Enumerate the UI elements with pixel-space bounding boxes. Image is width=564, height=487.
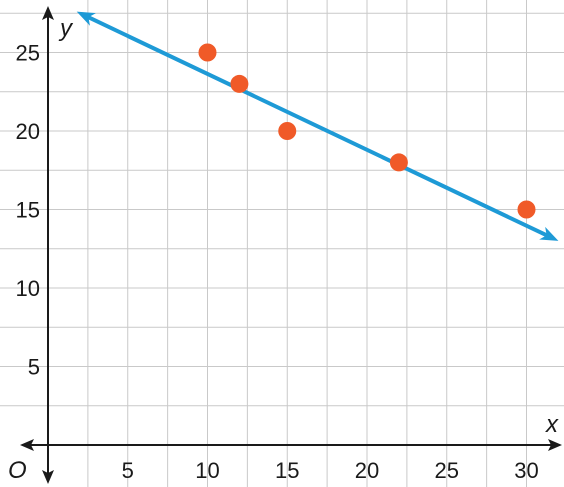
origin-label: O — [8, 457, 27, 484]
y-tick-label: 25 — [16, 41, 40, 66]
data-points — [198, 43, 536, 219]
data-point — [278, 122, 297, 140]
x-axis-label: x — [545, 411, 559, 438]
axes — [20, 6, 562, 484]
data-point — [230, 74, 249, 93]
y-axis-arrow-down — [42, 470, 54, 484]
x-tick-label: 20 — [355, 458, 379, 483]
trend-line — [83, 13, 552, 239]
y-tick-label: 20 — [16, 119, 40, 144]
x-tick-label: 25 — [435, 458, 459, 483]
trend-line-arrow-end — [539, 226, 559, 241]
x-axis-arrow-right — [548, 439, 562, 451]
y-tick-label: 15 — [16, 198, 40, 223]
y-axis-arrow-up — [42, 6, 54, 20]
y-tick-label: 5 — [28, 355, 40, 380]
x-tick-label: 5 — [122, 458, 134, 483]
x-tick-label: 30 — [514, 458, 538, 483]
y-tick-labels: 5 10 15 20 25 — [16, 41, 40, 380]
x-tick-label: 10 — [195, 458, 219, 483]
x-tick-labels: 5 10 15 20 25 30 — [122, 458, 539, 483]
data-point — [389, 153, 408, 172]
trend-line-group — [76, 11, 559, 241]
trend-line-arrow-start — [76, 11, 96, 26]
data-point — [198, 43, 217, 62]
x-axis-arrow-left — [20, 439, 34, 451]
y-axis-label: y — [58, 15, 74, 42]
x-tick-label: 15 — [275, 458, 299, 483]
data-point — [517, 200, 536, 219]
y-tick-label: 10 — [16, 276, 40, 301]
